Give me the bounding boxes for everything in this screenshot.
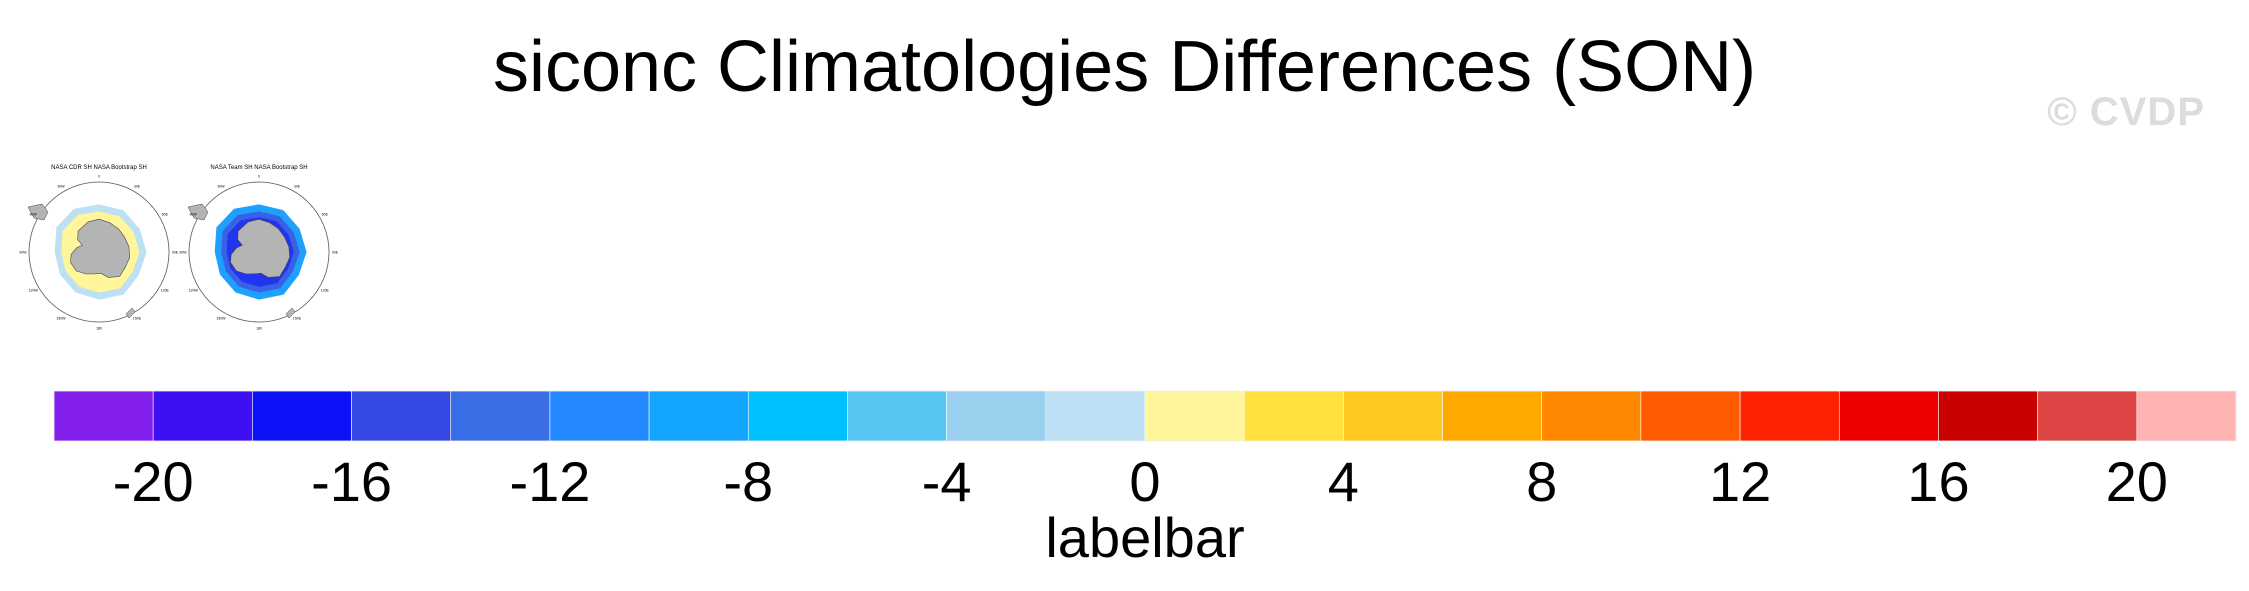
south-america-land bbox=[27, 203, 49, 221]
longitude-label: 120E bbox=[161, 289, 170, 293]
colorbar-box bbox=[648, 390, 749, 442]
longitude-label: 0 bbox=[98, 175, 100, 179]
colorbar-box bbox=[2136, 390, 2237, 442]
colorbar-tick-label: 4 bbox=[1328, 450, 1359, 513]
colorbar-box bbox=[1938, 390, 2038, 442]
longitude-label: 30W bbox=[57, 185, 65, 189]
colorbar-box bbox=[1640, 390, 1741, 442]
colorbar-box bbox=[1442, 390, 1543, 442]
colorbar-box bbox=[946, 390, 1047, 442]
longitude-label: 150E bbox=[133, 316, 142, 320]
colorbar-box bbox=[252, 390, 352, 442]
longitude-label: 150W bbox=[56, 316, 66, 320]
longitude-label: 60W bbox=[190, 213, 198, 217]
colorbar-box bbox=[1838, 390, 1939, 442]
longitude-label: 120W bbox=[29, 289, 39, 293]
longitude-label: 180 bbox=[256, 327, 262, 331]
antarctica-land bbox=[70, 218, 131, 278]
longitude-label: 60E bbox=[162, 213, 169, 217]
colorbar-tick-label: -16 bbox=[311, 450, 392, 513]
colorbar-tick-label: -4 bbox=[922, 450, 972, 513]
colorbar-tick-label: -8 bbox=[723, 450, 773, 513]
colorbar-box bbox=[1045, 390, 1146, 442]
watermark: © CVDP bbox=[2047, 90, 2205, 134]
colorbar-box bbox=[450, 390, 551, 442]
longitude-label: 120E bbox=[321, 289, 330, 293]
colorbar-box bbox=[1343, 390, 1443, 442]
antarctica-land bbox=[230, 218, 291, 278]
colorbar-box bbox=[152, 390, 253, 442]
new-zealand-land bbox=[125, 307, 136, 319]
colorbar-box bbox=[1144, 390, 1245, 442]
longitude-label: 0 bbox=[258, 175, 260, 179]
colorbar-tick-label: -20 bbox=[113, 450, 194, 513]
new-zealand-land bbox=[285, 307, 296, 319]
longitude-label: 180 bbox=[96, 327, 102, 331]
colorbar-frame bbox=[53, 390, 2237, 442]
colorbar-box bbox=[351, 390, 452, 442]
longitude-label: 60E bbox=[322, 213, 329, 217]
map-panel-1: NASA CDR SH NASA Bootstrap SH 0 30E 60E 90E… bbox=[14, 164, 184, 334]
longitude-label: 90W bbox=[179, 251, 187, 255]
longitude-label: 30E bbox=[294, 185, 301, 189]
colorbar-tick-label: 0 bbox=[1129, 450, 1160, 513]
colorbar-tick-label: -12 bbox=[509, 450, 590, 513]
panel-title: NASA Team SH NASA Bootstrap SH bbox=[210, 165, 308, 171]
map-panel-2: NASA Team SH NASA Bootstrap SH 0 30E 60E 90… bbox=[174, 164, 344, 334]
longitude-label: 30W bbox=[217, 185, 225, 189]
colorbar-name: labelbar bbox=[1045, 506, 1244, 569]
figure-title: siconc Climatologies Differences (SON) bbox=[492, 27, 1757, 107]
longitude-label: 150W bbox=[216, 316, 226, 320]
colorbar-box bbox=[53, 390, 154, 442]
longitude-label: 60W bbox=[30, 213, 38, 217]
longitude-label: 90E bbox=[332, 251, 339, 255]
colorbar-tick-label: 16 bbox=[1907, 450, 1969, 513]
colorbar-box bbox=[1739, 390, 1840, 442]
longitude-label: 90W bbox=[19, 251, 27, 255]
colorbar-tick-label: 20 bbox=[2106, 450, 2168, 513]
colorbar-box bbox=[2037, 390, 2138, 442]
colorbar-tick-label: 8 bbox=[1526, 450, 1557, 513]
south-america-land bbox=[187, 203, 209, 221]
colorbar-box bbox=[1541, 390, 1642, 442]
colorbar-box bbox=[549, 390, 650, 442]
longitude-label: 150E bbox=[293, 316, 302, 320]
longitude-label: 30E bbox=[134, 185, 141, 189]
longitude-label: 90E bbox=[172, 251, 179, 255]
polar-map: 0 30E 60E 90E 120E 150E 180 150W 120W 90W 60W 30W bbox=[179, 175, 339, 331]
panel-title: NASA CDR SH NASA Bootstrap SH bbox=[51, 165, 147, 171]
longitude-label: 120W bbox=[189, 289, 199, 293]
colorbar-tick-label: 12 bbox=[1709, 450, 1771, 513]
polar-map: 0 30E 60E 90E 120E 150E 180 150W 120W 90W 60W 30W bbox=[19, 175, 179, 331]
colorbar-box bbox=[1243, 390, 1344, 442]
colorbar-box bbox=[847, 390, 947, 442]
colorbar-box bbox=[747, 390, 848, 442]
